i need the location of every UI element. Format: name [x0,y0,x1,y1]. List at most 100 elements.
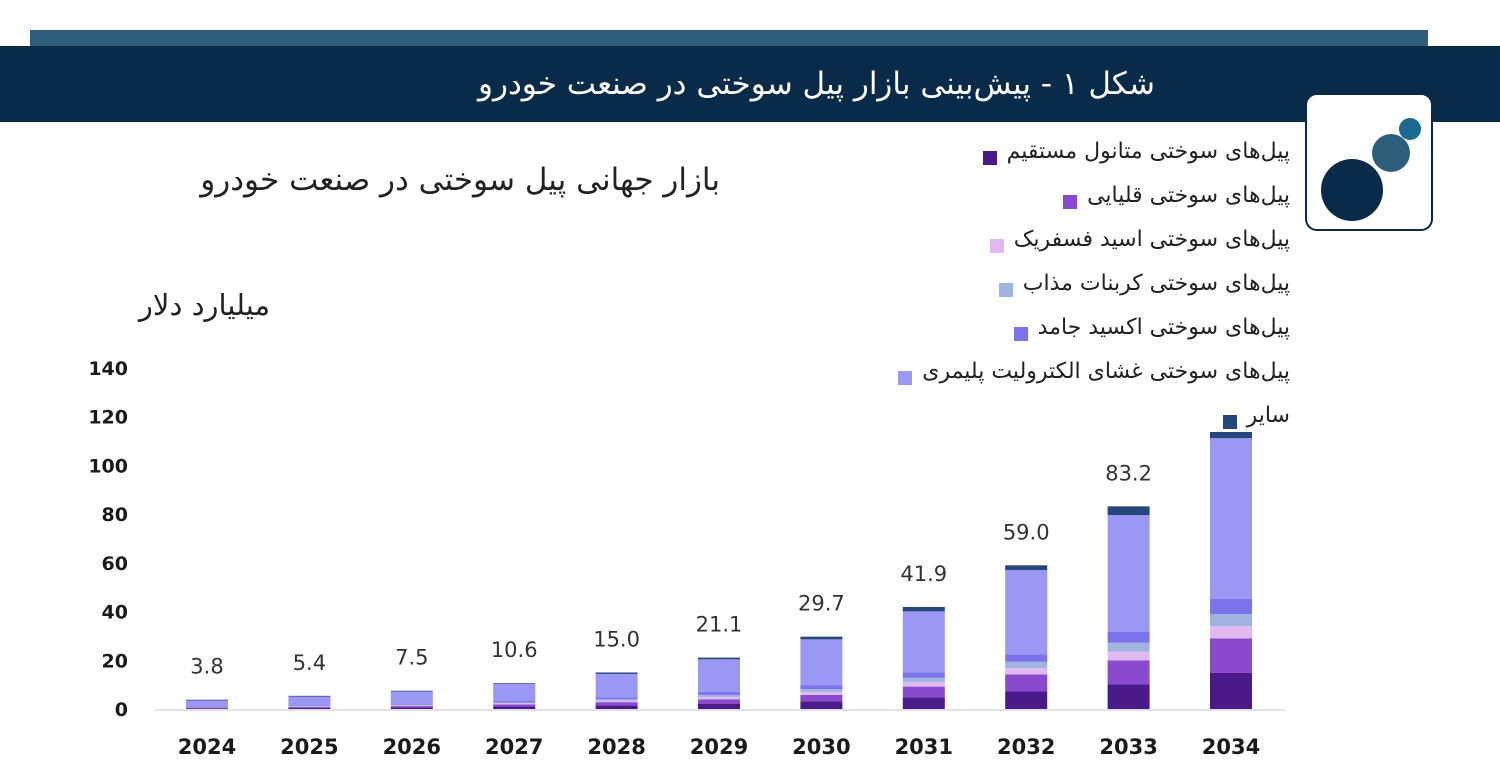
bar-segment [1107,684,1150,709]
bar-segment [902,677,945,683]
bar-segment [390,707,433,709]
bar-segment [1107,506,1150,516]
bar-segment [493,704,536,707]
top-accent-stripe [30,30,1428,46]
bar-segment [1210,598,1252,615]
bar-segment [1210,638,1252,673]
legend-label: پیل‌های سوختی اکسید جامد [1037,315,1290,340]
bar-segment [800,685,843,690]
y-tick-label: 60 [102,553,128,575]
bar-segment [1210,614,1252,627]
bar-segment [186,700,228,707]
bar-segment [1107,642,1150,652]
bar-segment [595,702,638,706]
bar-segment [390,704,433,706]
bar-segment [800,689,843,692]
bar-total-label: 21.1 [696,613,743,637]
bar-segment [800,691,843,695]
legend-item: پیل‌های سوختی کربنات مذاب [998,264,1290,304]
bar-segment [1107,515,1150,633]
bar-segment [186,707,228,709]
legend-label: پیل‌های سوختی اسید فسفریک [1013,227,1290,252]
bar-segment [595,697,638,700]
bar-segment [390,691,433,704]
bar-segment [1210,438,1252,599]
bar-total-label: 5.4 [293,651,326,675]
bar-segment [493,706,536,709]
legend-label: پیل‌های سوختی متانول مستقیم [1006,139,1290,164]
y-tick-label: 80 [102,504,128,526]
x-tick-label: 2026 [383,735,441,759]
bar-segment [1107,660,1150,685]
legend-swatch [898,371,913,385]
bar-segment [390,690,433,692]
bar-segment [288,695,331,697]
bar-segment [902,611,945,673]
x-tick-label: 2030 [792,735,850,759]
bar-total-label: 41.9 [900,562,947,586]
y-tick-label: 100 [88,455,128,477]
x-tick-label: 2032 [997,735,1055,759]
legend-item: پیل‌های سوختی قلیایی [1063,176,1290,216]
y-tick-label: 140 [88,358,128,380]
bar-segment [595,672,638,674]
figure-caption: شکل ۱ - پیش‌بینی بازار پیل سوختی در صنعت… [478,66,1155,102]
x-tick-label: 2031 [895,735,953,759]
bar-segment [1005,661,1048,669]
bar-segment [1107,632,1150,643]
bar-segment [1005,668,1048,675]
legend-item: پیل‌های سوختی متانول مستقیم [982,132,1290,172]
legend-swatch [998,283,1013,297]
bar-total-label: 59.0 [1003,520,1050,544]
bar-segment [595,673,638,698]
legend-label: پیل‌های سوختی قلیایی [1087,183,1290,208]
bar-segment [1005,565,1048,571]
bar-segment [288,707,331,709]
bar-segment [698,691,740,695]
bar-segment [390,705,433,707]
bar-segment [1107,651,1150,661]
logo [1305,93,1433,231]
bar-segment [186,708,228,709]
y-tick-label: 120 [88,407,128,429]
chart-title: بازار جهانی پیل سوختی در صنعت خودرو [200,162,720,198]
legend-label: سایر [1246,403,1290,428]
bar-segment [698,657,740,660]
bar-segment [595,699,638,701]
legend-swatch [982,151,997,165]
legend: پیل‌های سوختی متانول مستقیم پیل‌های سوختی… [770,132,1290,432]
bar-total-label: 3.8 [190,655,223,679]
bar-segment [1005,570,1048,655]
bar-segment [288,705,331,707]
legend-swatch [1063,195,1078,209]
bar-segment [595,700,638,703]
bar-total-label: 83.2 [1105,461,1152,485]
bar-segment [390,703,433,705]
legend-swatch [1013,327,1028,341]
bar-segment [1005,674,1048,692]
bar-segment [800,701,843,709]
legend-label: پیل‌های سوختی غشای الکترولیت پلیمری [922,359,1290,384]
x-tick-label: 2027 [485,735,543,759]
legend-item: پیل‌های سوختی غشای الکترولیت پلیمری [898,352,1290,392]
bar-total-label: 29.7 [798,592,845,616]
bar-segment [698,659,740,692]
bar-segment [1210,672,1252,709]
bar-segment [493,683,536,701]
x-tick-label: 2025 [280,735,338,759]
bar-segment [902,697,945,709]
bar-segment [902,682,945,687]
y-tick-label: 20 [102,650,128,672]
bar-segment [1005,691,1048,709]
x-tick-label: 2024 [178,735,236,759]
bar-segment [800,639,843,686]
bar-segment [1210,626,1252,639]
bar-segment [595,705,638,709]
bar-total-label: 7.5 [395,646,428,670]
legend-label: پیل‌های سوختی کربنات مذاب [1022,271,1290,296]
bar-segment [698,694,740,698]
legend-item: پیل‌های سوختی اسید فسفریک [989,220,1290,260]
bar-segment [902,686,945,698]
bar-segment [698,697,740,700]
